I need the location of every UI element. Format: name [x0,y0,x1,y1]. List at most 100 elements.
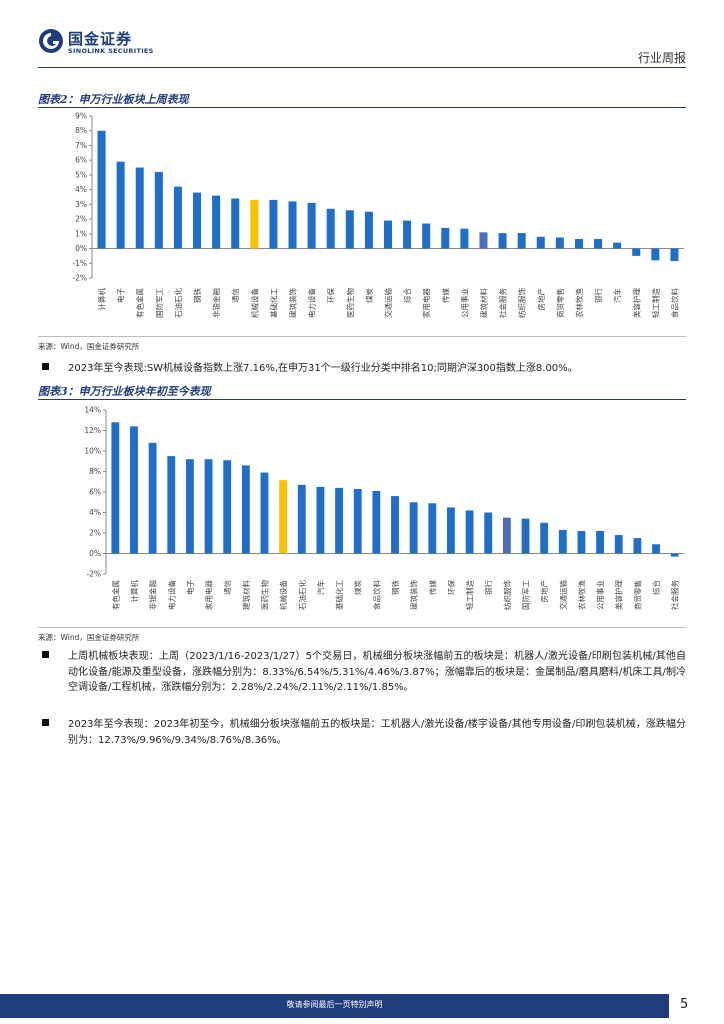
sector-ytd-chart: 14% 12% 10% 8% 6% 4% 2% 0% -2% 有色金属 计算机 非银金融 电力设备 电子家… [84,406,684,610]
ytd-performance-text: 2023年至今表现：2023年初至今，机械细分板块涨幅前五的板块是：工机器人/激… [68,719,686,746]
x-category-label: 基础化工 [268,288,278,318]
bar [422,223,431,249]
bar [326,208,335,249]
bar [428,503,437,554]
x-category-label: 交通运输 [558,580,568,610]
x-category-label: 电力设备 [307,288,317,318]
y-tick-label: 7% [75,141,87,150]
ytd-performance-bullet: 2023年至今表现：2023年初至今，机械细分板块涨幅前五的板块是：工机器人/激… [38,717,686,748]
report-type: 行业周报 [637,51,686,65]
y-tick-label: 0% [75,244,87,253]
x-category-label: 建筑材料 [241,580,251,610]
bar [372,490,381,554]
figure3-source: 来源：Wind，国金证券研究所 [38,633,140,642]
x-category-label: 轻工制造 [650,288,660,318]
x-category-label: 商贸零售 [555,288,565,318]
weekly-performance-text: 上周机械板块表现：上周（2023/1/16-2023/1/27）5个交易日，机械… [68,651,686,693]
y-tick-label: 12% [84,426,101,435]
x-category-label: 机械设备 [249,288,259,318]
x-category-label: 钢铁 [192,288,202,303]
x-category-label: 农林牧渔 [574,288,584,318]
square-bullet-icon [42,719,49,726]
bar [409,502,418,554]
x-category-label: 食品饮料 [669,288,679,318]
y-tick-label: 8% [89,467,101,476]
bar [651,248,660,261]
figure2-divider [38,107,686,108]
bar [540,522,549,554]
bar [185,459,194,554]
bar [148,442,157,554]
bar [167,456,176,554]
bar [594,238,603,249]
bar [345,210,354,249]
x-category-label: 食品饮料 [371,580,381,610]
bar [130,426,138,554]
bar [498,233,507,249]
bar [521,518,530,554]
x-category-label: 煤炭 [353,580,363,595]
x-category-label: 煤炭 [364,288,374,303]
x-category-label: 商贸零售 [632,580,642,610]
bar [502,517,511,554]
x-category-label: 石油石化 [173,288,183,318]
bar [403,220,412,249]
bar [353,488,362,554]
bar [555,237,564,249]
bar [250,199,259,249]
bar [484,512,493,554]
x-category-label: 计算机 [129,580,139,603]
footer-disclaimer: 敬请参阅最后一页特别声明 [286,1000,383,1009]
figure2-source: 来源：Wind，国金证券研究所 [38,342,140,351]
x-category-label: 医药生物 [259,580,269,610]
x-category-label: 环保 [327,288,336,303]
square-bullet-icon [42,651,49,658]
x-category-label: 社会服务 [670,580,680,610]
x-category-label: 公用事业 [459,288,469,318]
y-tick-label: 8% [75,126,87,135]
sector-weekly-chart: 9% 8% 7% 6% 5% 4% 3% 2% 1% 0% -1% -2% 计算机 电子 有色金属 国防军工石… [72,112,684,318]
bar [460,228,469,249]
bar [596,530,605,554]
weekly-performance-bullet: 上周机械板块表现：上周（2023/1/16-2023/1/27）5个交易日，机械… [38,649,686,696]
y-tick-label: 2% [89,529,101,538]
bar [383,220,393,249]
bar [154,171,163,249]
y-tick-label: 2% [75,215,87,224]
x-category-label: 传媒 [440,288,450,303]
header-divider [38,67,686,68]
y-tick-label: 6% [75,156,87,165]
bar [316,486,325,554]
y-tick-label: 3% [75,200,87,209]
footer-bar [0,994,669,1018]
y-tick-label: 9% [75,112,87,121]
x-category-label: 汽车 [612,288,622,303]
logo-mark-icon [39,29,63,53]
bar [212,195,221,249]
x-category-label: 建筑装饰 [288,288,298,318]
bar [479,232,488,249]
bar [260,472,269,554]
x-category-label: 电力设备 [166,580,176,610]
bar [135,167,144,249]
y-tick-label: -2% [72,274,87,283]
x-category-label: 社会服务 [498,288,508,318]
bar [223,460,232,554]
x-category-label: 国防军工 [521,580,531,610]
x-category-label: 国防军工 [154,288,164,318]
x-category-label: 美容护理 [614,580,624,610]
bar [391,496,399,554]
y-tick-label: 5% [75,170,87,179]
bar [364,211,373,249]
x-category-label: 交通运输 [383,288,393,318]
x-category-label: 轻工制造 [465,580,475,610]
x-category-label: 银行 [593,288,603,303]
summary-text: 2023年至今表现:SW机械设备指数上涨7.16%,在申万31个一级行业分类中排… [68,363,578,374]
bar [173,186,182,249]
page-number: 5 [680,997,689,1012]
bar [269,199,278,249]
bar [97,130,106,249]
bar [279,480,288,554]
y-tick-label: -2% [86,570,101,579]
x-category-label: 建筑材料 [478,288,488,318]
